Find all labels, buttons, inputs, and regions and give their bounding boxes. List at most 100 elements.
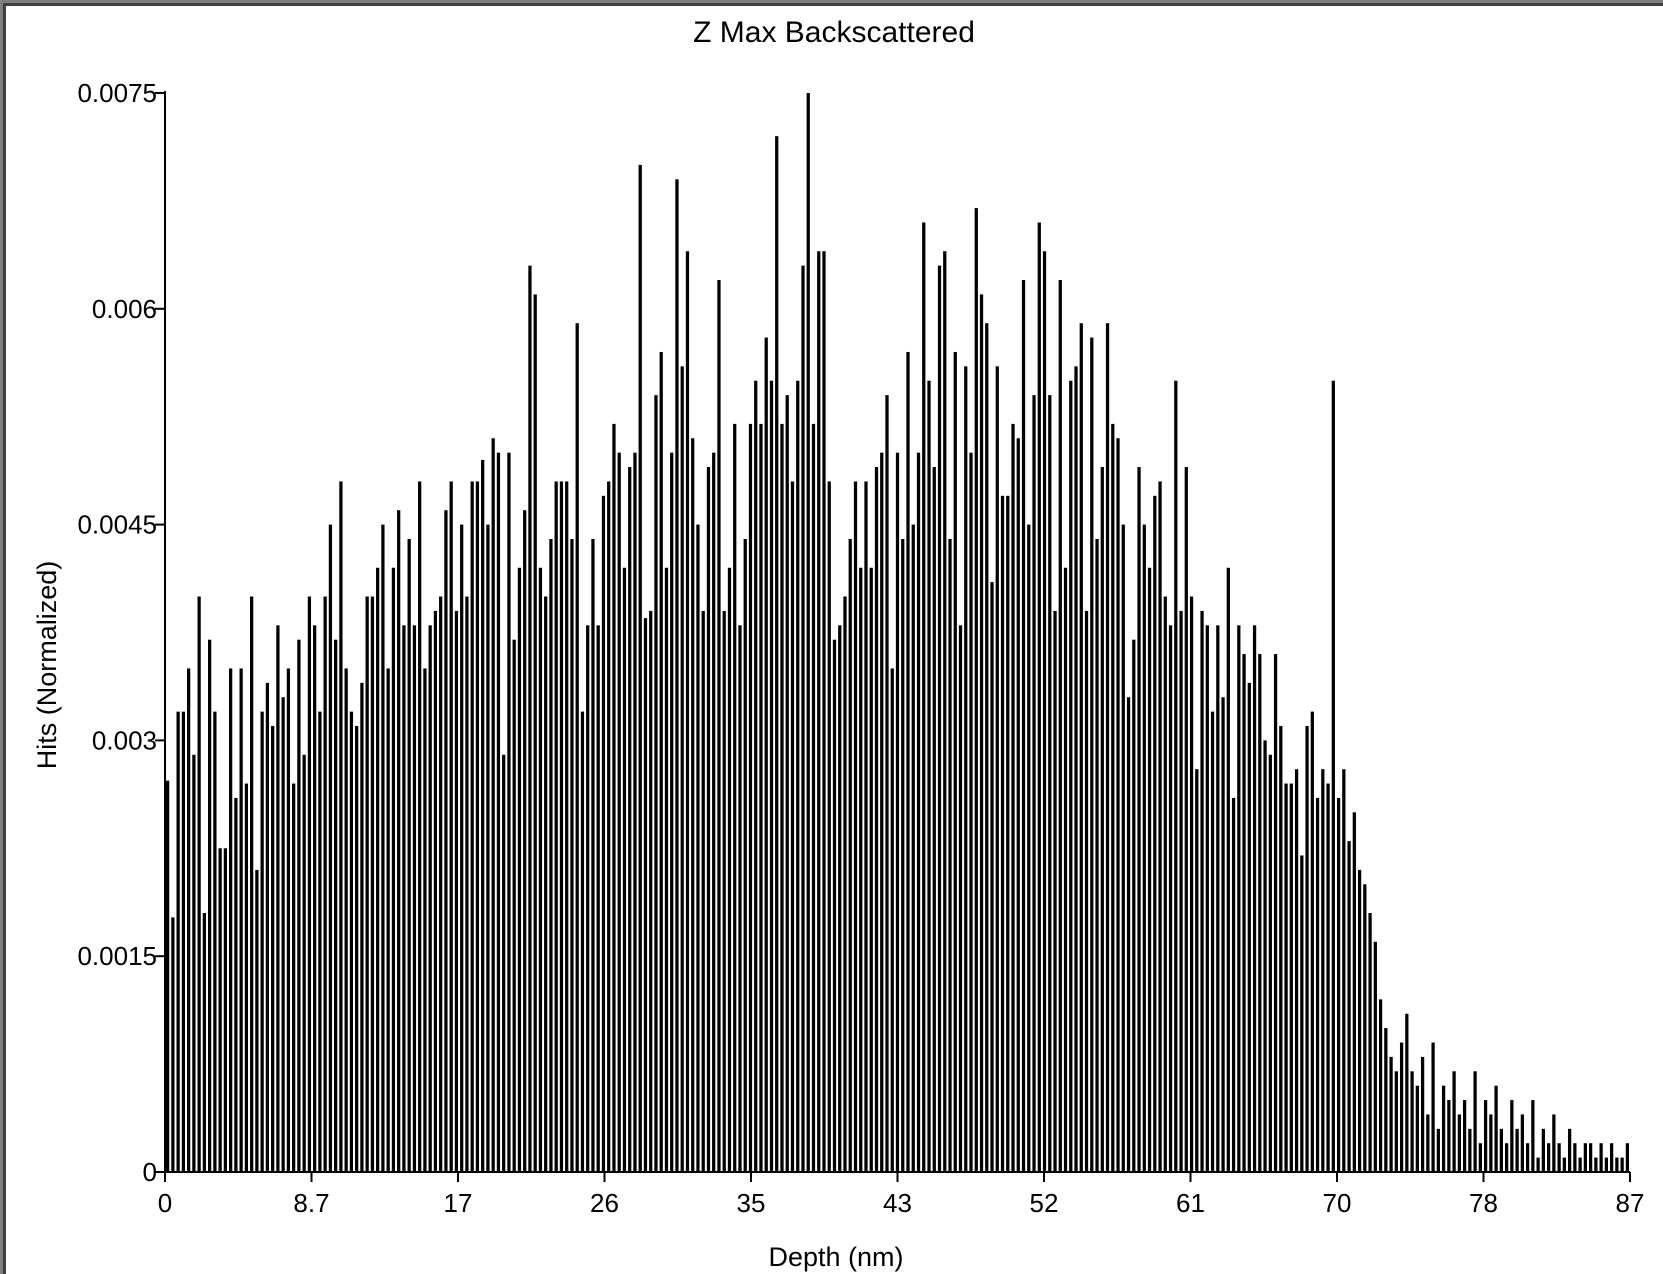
histogram-bar	[1489, 1114, 1493, 1172]
histogram-bar	[255, 869, 259, 1172]
histogram-bar	[628, 467, 632, 1172]
histogram-bar	[538, 567, 543, 1172]
histogram-bar	[486, 524, 490, 1172]
chart-title: Z Max Backscattered	[693, 16, 975, 49]
histogram-bar	[617, 452, 621, 1172]
histogram-bar	[223, 848, 228, 1172]
histogram-bar	[633, 452, 637, 1172]
histogram-bar	[1142, 524, 1146, 1172]
histogram-bar	[990, 582, 994, 1172]
histogram-bar	[874, 467, 879, 1172]
y-ticks-group: 0 0.0015 0.003 0.0045 0.006 0.0075	[77, 78, 165, 1187]
histogram-bar	[313, 625, 317, 1172]
histogram-bar	[202, 913, 207, 1172]
histogram-bar	[365, 596, 369, 1172]
histogram-bar	[1573, 1143, 1577, 1172]
histogram-bar	[1384, 1028, 1388, 1172]
histogram-bar	[827, 481, 831, 1172]
histogram-bar	[239, 668, 243, 1172]
histogram-bar	[1168, 625, 1173, 1172]
histogram-bar	[397, 510, 401, 1173]
histogram-bar	[1431, 1042, 1435, 1172]
histogram-bar	[302, 754, 306, 1172]
histogram-bar	[460, 524, 464, 1172]
x-tick-label: 52	[1030, 1188, 1059, 1218]
histogram-bar	[1074, 366, 1078, 1173]
histogram-bar	[1090, 337, 1094, 1172]
histogram-bar	[685, 251, 690, 1172]
histogram-bar	[586, 625, 590, 1172]
histogram-bar	[1415, 1085, 1419, 1172]
histogram-bar	[1541, 1128, 1545, 1172]
histogram-bar	[649, 610, 653, 1172]
histogram-bar	[1620, 1157, 1624, 1172]
histogram-bar	[1315, 797, 1320, 1172]
histogram-bar	[1121, 524, 1125, 1172]
histogram-bar	[901, 538, 905, 1172]
histogram-bar	[1588, 1143, 1593, 1172]
histogram-bar	[355, 726, 359, 1172]
histogram-bar	[890, 668, 894, 1172]
histogram-bar	[717, 280, 721, 1172]
histogram-bar	[638, 164, 642, 1172]
histogram-bar	[1294, 769, 1299, 1172]
histogram-bar	[1436, 1128, 1440, 1172]
histogram-bar	[1462, 1100, 1467, 1172]
histogram-bar	[1216, 625, 1220, 1172]
histogram-bar	[1258, 654, 1262, 1172]
histogram-bar	[1357, 869, 1362, 1172]
histogram-bar	[1625, 1143, 1630, 1172]
y-tick-label: 0	[143, 1157, 157, 1187]
histogram-bar	[454, 610, 459, 1172]
histogram-bar	[1006, 495, 1010, 1173]
y-axis-label: Hits (Normalized)	[32, 561, 62, 770]
histogram-bar	[496, 452, 501, 1172]
histogram-bar	[916, 452, 921, 1172]
histogram-bar	[433, 610, 438, 1172]
histogram-bar	[554, 481, 558, 1172]
histogram-bar	[187, 668, 191, 1172]
histogram-bar	[733, 423, 737, 1172]
histogram-bar	[1021, 280, 1026, 1172]
histogram-bar	[1279, 726, 1283, 1172]
histogram-bar	[670, 452, 674, 1172]
histogram-bar	[1242, 654, 1246, 1172]
histogram-bar	[407, 538, 411, 1172]
histogram-bar	[675, 179, 679, 1172]
histogram-bar	[1457, 1114, 1461, 1172]
histogram-bar	[465, 596, 469, 1172]
histogram-bar	[922, 222, 926, 1173]
histogram-bar	[391, 567, 396, 1172]
histogram-bar	[1420, 1056, 1425, 1172]
histogram-bar	[838, 625, 842, 1172]
histogram-bar	[570, 538, 574, 1172]
histogram-bar	[1378, 999, 1383, 1172]
histogram-bar	[229, 668, 233, 1172]
histogram-bar	[754, 380, 758, 1173]
histogram-bar	[176, 711, 180, 1172]
histogram-bar	[307, 596, 312, 1172]
histogram-bar	[1405, 1013, 1409, 1172]
histogram-bar	[1525, 1143, 1530, 1172]
histogram-bar	[1158, 481, 1162, 1172]
histogram-bar	[418, 481, 422, 1172]
histogram-bar	[297, 639, 301, 1172]
histogram-bar	[1552, 1114, 1556, 1172]
histogram-bar	[339, 481, 343, 1172]
histogram-bar	[1273, 654, 1278, 1172]
histogram-bar	[166, 780, 170, 1172]
histogram-bar	[544, 596, 548, 1172]
histogram-bar	[376, 567, 380, 1172]
histogram-bar	[381, 524, 385, 1172]
histogram-bar	[507, 452, 511, 1172]
x-tick-label: 78	[1469, 1188, 1498, 1218]
histogram-bar	[286, 668, 291, 1172]
histogram-bar	[1515, 1128, 1519, 1172]
histogram-bar	[523, 510, 527, 1173]
histogram-bar	[1058, 280, 1062, 1172]
histogram-bar	[869, 567, 873, 1172]
histogram-bar	[1310, 711, 1314, 1172]
histogram-bar	[769, 380, 774, 1173]
histogram-bar	[1300, 855, 1304, 1172]
histogram-bar	[1111, 423, 1115, 1172]
